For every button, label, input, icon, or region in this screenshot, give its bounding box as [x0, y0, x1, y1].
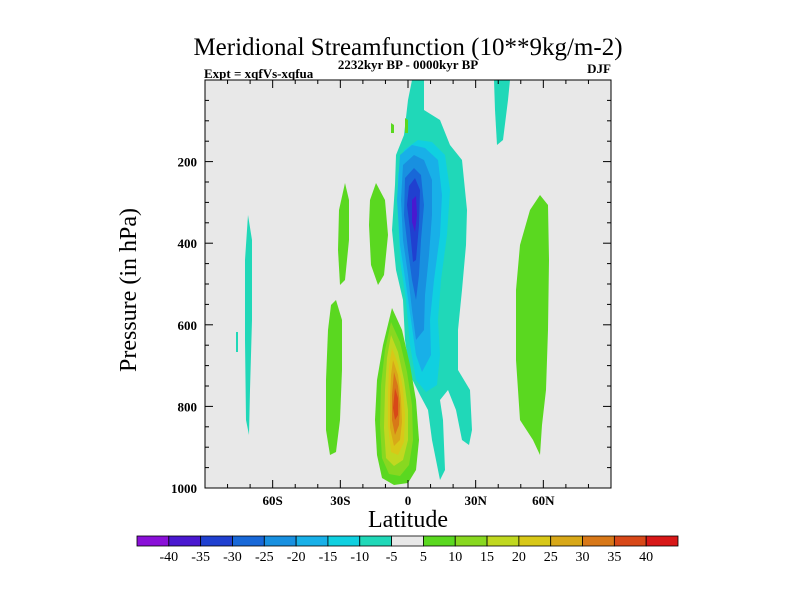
colorbar-swatch: [423, 535, 456, 547]
colorbar-label: -40: [159, 550, 178, 565]
colorbar-swatch: [582, 535, 615, 547]
positive-cell-level-35: [393, 388, 398, 420]
colorbar-label: -15: [319, 550, 338, 565]
colorbar-swatch: [327, 535, 361, 547]
colorbar-label: -5: [386, 550, 398, 565]
positive-band-45S: [338, 183, 349, 285]
colorbar-label: 25: [544, 550, 558, 565]
chart-subtitle: 2232kyr BP - 0000kyr BP: [338, 57, 478, 72]
colorbar-label: 40: [639, 550, 653, 565]
negative-band-50N-top: [494, 80, 510, 145]
positive-band-sliver-2: [405, 118, 408, 133]
colorbar-label: 35: [607, 550, 621, 565]
colorbar-swatch: [136, 535, 170, 547]
y-axis: 200 400 600 800 1000: [171, 99, 611, 496]
colorbar-label: -25: [255, 550, 274, 565]
negative-band-70S: [245, 215, 252, 435]
x-axis-label: Latitude: [368, 507, 448, 533]
colorbar-swatch: [486, 535, 520, 547]
y-tick-label: 800: [178, 399, 198, 414]
colorbar-swatch: [168, 535, 202, 547]
colorbar-swatch: [263, 535, 297, 547]
x-tick-label: 60S: [263, 493, 283, 508]
positive-band-60N: [516, 195, 549, 455]
negative-cell-level-35: [412, 196, 417, 232]
chart-left-label: Expt = xqfVs-xqfua: [204, 66, 314, 81]
x-axis: 60S 30S 0 30N 60N: [227, 80, 589, 508]
colorbar-swatch: [232, 535, 265, 547]
colorbar-swatch: [645, 535, 679, 547]
positive-band-sliver: [391, 123, 394, 133]
x-tick-label: 60N: [532, 493, 555, 508]
chart-title: Meridional Streamfunction (10**9kg/m-2): [193, 34, 622, 61]
colorbar-label: 30: [576, 550, 590, 565]
colorbar-swatch: [518, 535, 552, 547]
y-tick-label: 1000: [171, 481, 197, 496]
colorbar-label: 15: [480, 550, 494, 565]
colorbar-swatch: [391, 535, 424, 547]
positive-band-30S: [326, 300, 342, 455]
x-tick-label: 0: [405, 493, 412, 508]
y-axis-label: Pressure (in hPa): [116, 208, 142, 372]
colorbar-label: 5: [420, 550, 427, 565]
y-tick-label: 400: [178, 236, 198, 251]
colorbar-swatch: [200, 535, 233, 547]
x-tick-label: 30N: [464, 493, 487, 508]
colorbar-label: 10: [448, 550, 462, 565]
colorbar-swatch: [359, 535, 392, 547]
y-tick-label: 600: [178, 318, 198, 333]
negative-band-sliver: [236, 332, 238, 352]
colorbar-swatch: [550, 535, 583, 547]
contour-fields: [236, 80, 549, 485]
colorbar-label: -30: [223, 550, 242, 565]
colorbar-swatch: [613, 535, 647, 547]
y-tick-label: 200: [178, 155, 198, 170]
colorbar-swatch: [454, 535, 488, 547]
x-tick-label: 30S: [330, 493, 350, 508]
colorbar: -40 -35 -30 -25 -20 -15 -10 -5 5 10 15 20 25 30 35 40: [136, 535, 679, 565]
colorbar-label: -35: [191, 550, 210, 565]
positive-band-12S: [369, 183, 388, 285]
colorbar-label: -20: [287, 550, 306, 565]
colorbar-swatch: [295, 535, 329, 547]
colorbar-label: -10: [350, 550, 369, 565]
colorbar-label: 20: [512, 550, 526, 565]
chart-right-label: DJF: [587, 61, 611, 76]
